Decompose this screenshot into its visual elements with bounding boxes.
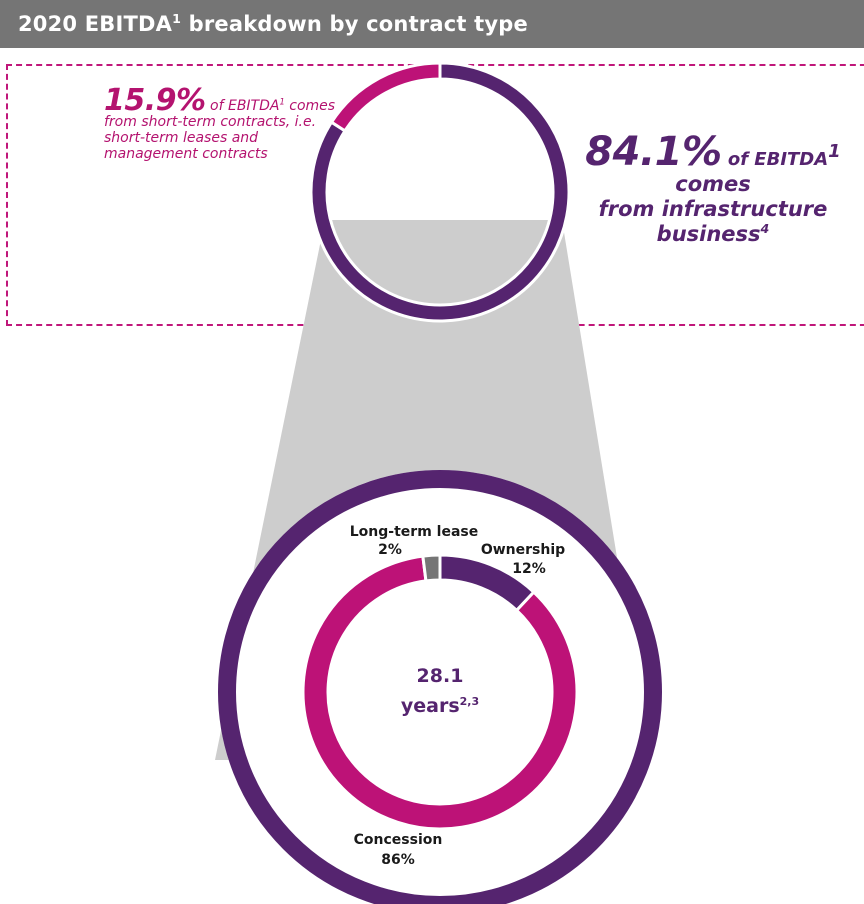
short-term-text-b: comes from short-term contracts, i.e. sh… xyxy=(104,98,336,162)
title-footnote: 1 xyxy=(172,11,182,26)
infrastructure-line4: business xyxy=(656,222,761,246)
title-suffix: breakdown by contract type xyxy=(181,12,528,36)
bottom-donut xyxy=(301,553,579,831)
value-concession: 86% xyxy=(381,852,415,868)
short-term-note: 15.9% of EBITDA1 comes from short-term c… xyxy=(104,86,344,163)
infrastructure-pct: 84.1% xyxy=(585,129,722,175)
page-title: 2020 EBITDA1 breakdown by contract type xyxy=(0,0,864,48)
label-long-term-lease: Long-term lease xyxy=(350,524,478,540)
center-unit-label: years2,3 xyxy=(401,695,479,717)
infrastructure-note: 84.1% of EBITDA1 comes from infrastructu… xyxy=(578,132,848,247)
short-term-pct: 15.9% xyxy=(104,83,206,118)
value-long-term-lease: 2% xyxy=(378,542,402,558)
infrastructure-line3: from infrastructure xyxy=(598,197,828,221)
bottom-slice-long-term-lease xyxy=(421,553,442,583)
bottom-slice-concession xyxy=(301,554,579,831)
zoom-circle-ring xyxy=(218,470,662,904)
label-ownership: Ownership xyxy=(481,542,565,558)
zoom-circle-background xyxy=(218,470,662,904)
center-value: 28.1 xyxy=(417,665,464,687)
center-unit: years xyxy=(401,695,460,717)
title-prefix: 2020 EBITDA xyxy=(18,12,173,36)
infrastructure-footnote4: 4 xyxy=(760,221,770,236)
top-slice-slice-1 xyxy=(329,61,442,133)
value-ownership: 12% xyxy=(512,561,546,577)
infrastructure-text-a: of EBITDA xyxy=(721,149,829,170)
label-concession: Concession xyxy=(354,832,443,848)
center-footnote: 2,3 xyxy=(460,695,480,708)
top-donut xyxy=(309,61,571,323)
top-slice-slice-0 xyxy=(309,61,571,323)
short-term-text-a: of EBITDA xyxy=(205,98,280,114)
short-term-footnote: 1 xyxy=(279,96,285,107)
infrastructure-line2: comes xyxy=(675,172,751,196)
infrastructure-footnote: 1 xyxy=(828,141,841,162)
